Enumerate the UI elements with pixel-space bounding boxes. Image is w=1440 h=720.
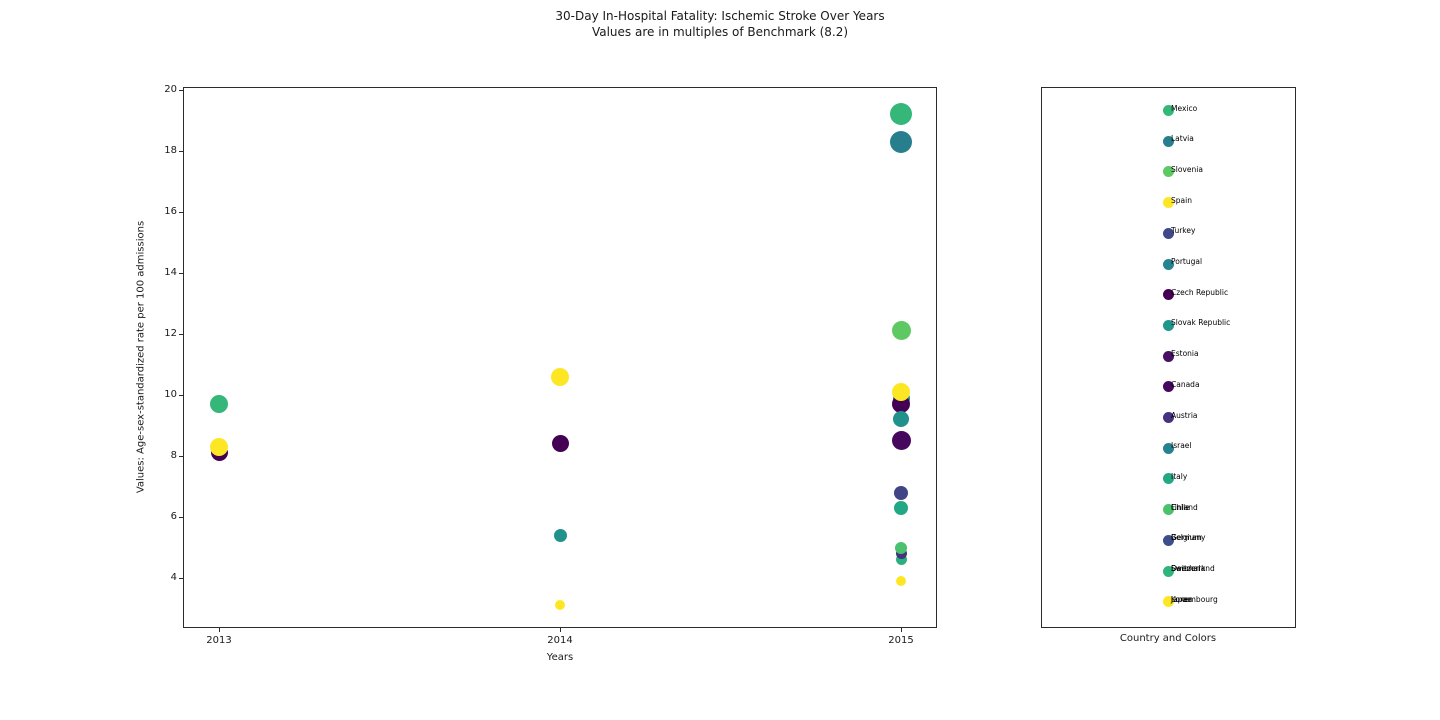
- y-tick-label: 18: [164, 145, 177, 156]
- legend-label: Estonia: [1171, 349, 1199, 359]
- y-tick-label: 16: [164, 206, 177, 217]
- legend-label: Luxembourg: [1171, 594, 1218, 604]
- x-tick-label: 2015: [888, 635, 914, 646]
- y-tick-mark: [179, 395, 183, 396]
- scatter-point: [551, 367, 569, 386]
- legend-label: Austria: [1171, 410, 1198, 420]
- legend-dot: [1162, 135, 1174, 147]
- scatter-point: [893, 411, 909, 428]
- scatter-point: [895, 548, 907, 560]
- x-tick-mark: [219, 628, 220, 632]
- y-tick-label: 8: [170, 450, 177, 461]
- legend-dot: [1162, 197, 1174, 209]
- legend-label: Chile: [1171, 502, 1190, 512]
- y-tick-mark: [179, 90, 183, 91]
- legend-title: Country and Colors: [1119, 633, 1217, 644]
- legend-dot: [1162, 473, 1174, 485]
- y-tick-mark: [179, 578, 183, 579]
- legend-label: Slovak Republic: [1171, 318, 1231, 328]
- legend-label: Slovenia: [1171, 164, 1203, 174]
- y-tick-label: 4: [170, 572, 177, 583]
- legend-label: Germany: [1171, 533, 1206, 543]
- scatter-point: [891, 321, 911, 341]
- scatter-point: [210, 395, 228, 414]
- legend-label: Korea: [1171, 594, 1193, 604]
- legend-dot: [1162, 105, 1174, 116]
- legend-dot: [1162, 412, 1174, 423]
- legend-dot: [1162, 442, 1174, 454]
- y-tick-mark: [179, 273, 183, 274]
- scatter-point: [555, 600, 565, 611]
- chart-title: 30-Day In-Hospital Fatality: Ischemic St…: [555, 9, 885, 23]
- y-tick-label: 6: [170, 511, 177, 522]
- legend-dot: [1162, 596, 1174, 608]
- x-tick-label: 2013: [206, 635, 232, 646]
- x-tick-mark: [560, 628, 561, 632]
- legend-label: Italy: [1171, 471, 1188, 481]
- legend-dot: [1162, 504, 1174, 516]
- legend-label: Finland: [1171, 502, 1198, 512]
- legend-label: Denmark: [1171, 564, 1206, 573]
- legend-label: Sweden: [1171, 564, 1201, 573]
- legend-label: Canada: [1171, 379, 1200, 389]
- y-tick-mark: [179, 456, 183, 457]
- legend-dot: [1162, 565, 1174, 577]
- legend-label: Latvia: [1171, 134, 1194, 144]
- legend-dot: [1162, 289, 1174, 301]
- y-tick-label: 20: [164, 84, 177, 95]
- legend-dot: [1162, 227, 1174, 239]
- scatter-point: [890, 103, 912, 126]
- y-tick-mark: [179, 212, 183, 213]
- x-tick-label: 2014: [547, 635, 573, 646]
- legend-label: Mexico: [1171, 103, 1198, 113]
- scatter-point: [894, 485, 908, 500]
- scatter-point: [894, 500, 908, 515]
- legend-label: Japan: [1171, 594, 1192, 604]
- legend-dot: [1162, 534, 1174, 546]
- scatter-point: [891, 431, 911, 451]
- y-tick-mark: [179, 334, 183, 335]
- scatter-point: [553, 528, 567, 542]
- legend-label: Switzerland: [1171, 564, 1215, 573]
- plot-area: [183, 87, 937, 628]
- legend-dot: [1162, 381, 1174, 393]
- chart-subtitle: Values are in multiples of Benchmark (8.…: [591, 25, 849, 39]
- legend-label: Spain: [1171, 195, 1192, 205]
- scatter-point: [895, 554, 907, 566]
- legend-dot: [1162, 166, 1174, 178]
- y-tick-label: 12: [164, 328, 177, 339]
- y-tick-label: 14: [164, 267, 177, 278]
- scatter-point: [551, 435, 569, 453]
- scatter-point: [210, 437, 228, 456]
- scatter-point: [892, 382, 910, 401]
- chart-title-block: 30-Day In-Hospital Fatality: Ischemic St…: [0, 8, 1440, 40]
- x-axis-label: Years: [546, 652, 574, 663]
- legend-label: Czech Republic: [1171, 287, 1229, 297]
- x-tick-mark: [901, 628, 902, 632]
- legend-dot: [1162, 258, 1174, 270]
- legend-label: Turkey: [1171, 226, 1196, 236]
- scatter-point: [896, 576, 906, 587]
- scatter-point: [890, 130, 912, 153]
- scatter-point: [895, 541, 907, 554]
- legend-label: Israel: [1171, 441, 1192, 451]
- y-tick-mark: [179, 517, 183, 518]
- legend-dot: [1162, 350, 1174, 362]
- y-tick-mark: [179, 151, 183, 152]
- legend-label: Belgium: [1171, 533, 1202, 543]
- legend-dot: [1162, 319, 1174, 331]
- legend-label: Portugal: [1171, 257, 1203, 266]
- y-tick-label: 10: [164, 389, 177, 400]
